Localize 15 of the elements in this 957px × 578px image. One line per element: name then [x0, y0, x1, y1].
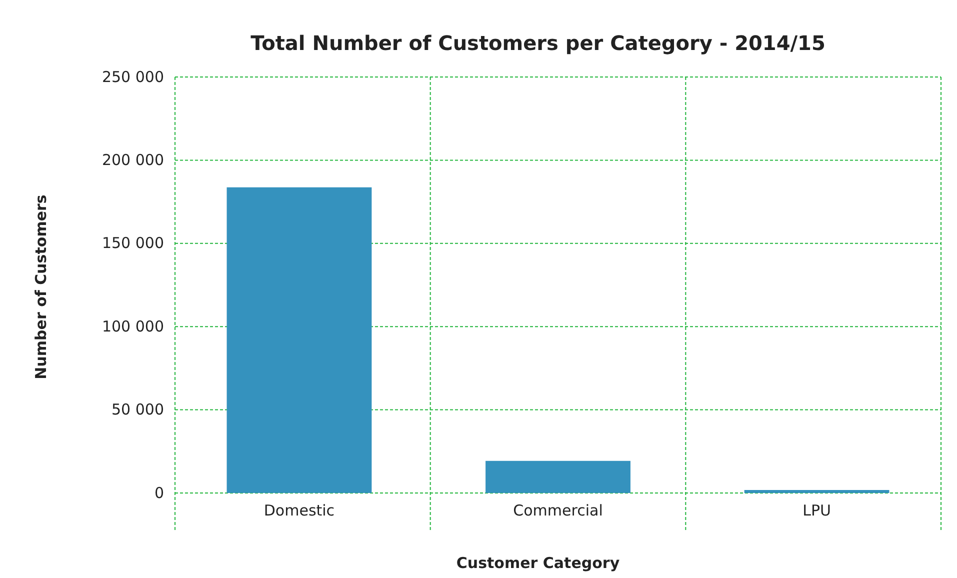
y-tick-label: 150 000: [102, 234, 164, 252]
bar: [486, 460, 630, 493]
chart-title: Total Number of Customers per Category - 2014/15: [250, 31, 826, 55]
bar: [226, 187, 372, 493]
y-tick-label: 0: [154, 484, 164, 502]
y-tick-label: 250 000: [102, 68, 164, 86]
x-axis-title: Customer Category: [456, 554, 620, 572]
x-tick-label: Commercial: [513, 502, 603, 520]
y-axis-title: Number of Customers: [32, 194, 50, 380]
y-tick-label: 50 000: [112, 400, 164, 419]
y-tick-label: 200 000: [102, 151, 164, 169]
x-tick-label: LPU: [802, 502, 831, 520]
y-tick-label: 100 000: [102, 317, 164, 336]
bar: [744, 490, 890, 493]
x-tick-label: Domestic: [264, 502, 335, 520]
